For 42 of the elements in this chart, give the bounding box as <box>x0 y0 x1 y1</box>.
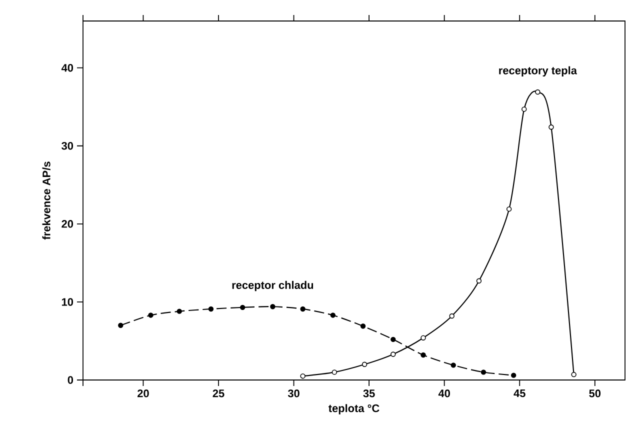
x-tick-label: 40 <box>438 390 450 398</box>
point <box>300 374 306 379</box>
point <box>148 312 154 318</box>
y-tick-label: 30 <box>62 142 74 150</box>
point <box>332 370 338 375</box>
point <box>510 372 516 378</box>
x-tick-label: 25 <box>212 390 224 398</box>
x-tick-label: 45 <box>514 390 526 398</box>
x-tick-label: 50 <box>589 390 601 398</box>
point <box>240 304 246 310</box>
point <box>176 308 182 314</box>
point <box>362 362 368 367</box>
point <box>118 322 124 328</box>
point <box>449 313 454 319</box>
y-tick-label: 0 <box>68 376 74 384</box>
y-axis-title: frekvence AP/s <box>42 162 50 240</box>
point <box>571 372 576 378</box>
point <box>360 324 366 329</box>
point <box>480 370 486 375</box>
point <box>476 278 482 284</box>
x-tick-label: 35 <box>363 390 375 398</box>
series-label: receptory tepla <box>499 66 578 76</box>
y-tick-label: 40 <box>61 64 74 72</box>
point <box>548 124 554 130</box>
point <box>420 352 426 358</box>
point <box>535 89 540 95</box>
point <box>522 106 527 112</box>
x-tick-label: 30 <box>288 390 300 398</box>
x-tick-label: 20 <box>138 390 149 398</box>
series-label: receptor chladu <box>232 280 314 292</box>
point <box>390 352 396 357</box>
y-tick-label: 20 <box>62 220 74 228</box>
point <box>208 306 214 312</box>
point <box>330 312 336 318</box>
point <box>270 304 276 310</box>
x-axis-title: teplota °C <box>328 404 380 414</box>
y-tick-label: 10 <box>62 298 74 306</box>
point <box>506 206 512 212</box>
point <box>420 335 426 340</box>
point <box>300 306 306 312</box>
point <box>390 336 396 342</box>
point <box>450 362 456 368</box>
